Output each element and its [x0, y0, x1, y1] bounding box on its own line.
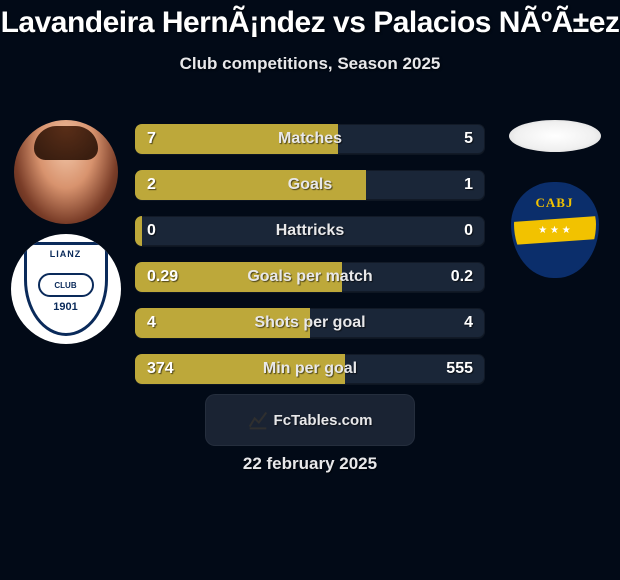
stat-label: Goals per match [135, 262, 485, 292]
subtitle: Club competitions, Season 2025 [0, 54, 620, 74]
stat-row: 0.290.2Goals per match [135, 262, 485, 292]
chart-icon [248, 410, 268, 430]
club1-year-text: 1901 [53, 301, 77, 313]
date-text: 22 february 2025 [0, 454, 620, 474]
club1-top-text: LIANZ [50, 249, 82, 259]
left-column: LIANZ CLUB 1901 [8, 120, 123, 344]
club2-badge: CABJ ★ ★ ★ [505, 180, 605, 280]
stat-row: 21Goals [135, 170, 485, 200]
club2-shield-icon: CABJ ★ ★ ★ [511, 182, 599, 278]
stat-label: Min per goal [135, 354, 485, 384]
stat-row: 374555Min per goal [135, 354, 485, 384]
stat-row: 44Shots per goal [135, 308, 485, 338]
club1-badge: LIANZ CLUB 1901 [11, 234, 121, 344]
club2-stars: ★ ★ ★ [514, 225, 596, 236]
stat-label: Goals [135, 170, 485, 200]
infographic: Lavandeira HernÃ¡ndez vs Palacios NÃºÃ±e… [0, 0, 620, 580]
right-column: CABJ ★ ★ ★ [497, 120, 612, 280]
brand-box: FcTables.com [205, 394, 415, 446]
player1-photo [14, 120, 118, 224]
stat-label: Shots per goal [135, 308, 485, 338]
brand-text: FcTables.com [274, 412, 373, 429]
club2-letters: CABJ [514, 195, 596, 211]
player2-photo [509, 120, 601, 152]
stat-row: 75Matches [135, 124, 485, 154]
club1-mid-text: CLUB [38, 273, 94, 297]
stat-label: Hattricks [135, 216, 485, 246]
stat-bars: 75Matches 21Goals 00Hattricks 0.290.2Goals … [135, 124, 485, 400]
stat-row: 00Hattricks [135, 216, 485, 246]
stat-label: Matches [135, 124, 485, 154]
club1-shield-icon: LIANZ CLUB 1901 [24, 242, 108, 336]
page-title: Lavandeira HernÃ¡ndez vs Palacios NÃºÃ±e… [0, 0, 620, 40]
